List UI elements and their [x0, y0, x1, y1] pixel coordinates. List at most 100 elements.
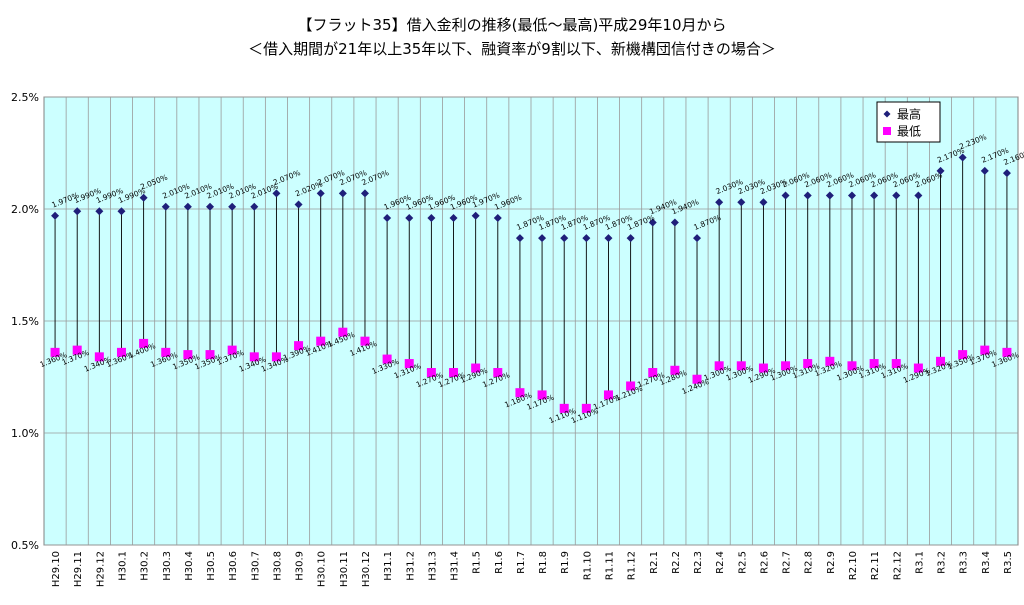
- y-tick-label: 1.5%: [11, 315, 39, 328]
- y-tick-label: 0.5%: [11, 539, 39, 552]
- high-point: [958, 153, 967, 162]
- low-point: [626, 381, 636, 391]
- x-tick-label: H31.2: [405, 551, 416, 581]
- high-point: [250, 202, 259, 211]
- high-point: [914, 191, 923, 200]
- y-tick-label: 2.0%: [11, 203, 39, 216]
- x-tick-label: R2.10: [848, 551, 859, 580]
- x-tick-label: H30.5: [206, 551, 217, 581]
- low-point: [869, 359, 879, 369]
- high-point: [737, 198, 746, 207]
- x-tick-label: R3.3: [959, 551, 970, 574]
- high-point: [383, 213, 392, 222]
- high-point: [449, 213, 458, 222]
- high-point: [294, 200, 303, 209]
- x-tick-label: R1.11: [604, 551, 615, 580]
- low-point: [515, 388, 525, 398]
- high-point: [117, 207, 126, 216]
- low-point: [603, 390, 613, 400]
- low-point: [891, 359, 901, 369]
- low-point: [294, 341, 304, 351]
- y-tick-label: 1.0%: [11, 427, 39, 440]
- low-point: [316, 336, 326, 346]
- low-point: [1002, 347, 1012, 357]
- x-tick-label: H30.11: [339, 551, 350, 587]
- high-point: [95, 207, 104, 216]
- x-tick-label: R2.11: [870, 551, 881, 580]
- low-point: [382, 354, 392, 364]
- x-tick-label: R1.9: [560, 551, 571, 574]
- legend-low-label: 最低: [897, 125, 921, 139]
- high-point: [870, 191, 879, 200]
- x-tick-label: H30.1: [117, 551, 128, 581]
- high-point: [515, 234, 524, 243]
- x-tick-label: H30.3: [162, 551, 173, 581]
- low-point: [161, 347, 171, 357]
- x-tick-label: R2.1: [649, 551, 660, 574]
- high-point: [781, 191, 790, 200]
- high-point: [715, 198, 724, 207]
- high-point: [139, 193, 148, 202]
- x-tick-label: H30.4: [184, 551, 195, 581]
- legend-high-marker: [883, 110, 891, 118]
- high-point: [73, 207, 82, 216]
- low-point: [913, 363, 923, 373]
- x-tick-label: H29.10: [51, 551, 62, 587]
- high-point: [759, 198, 768, 207]
- x-tick-label: R1.6: [494, 551, 505, 574]
- high-point: [648, 218, 657, 227]
- low-point: [736, 361, 746, 371]
- x-tick-label: R2.9: [826, 551, 837, 574]
- low-point: [758, 363, 768, 373]
- low-point: [559, 403, 569, 413]
- x-tick-label: H30.2: [140, 551, 151, 581]
- low-point: [227, 345, 237, 355]
- high-point: [560, 234, 569, 243]
- x-tick-label: R2.3: [693, 551, 704, 574]
- high-point: [582, 234, 591, 243]
- low-point: [537, 390, 547, 400]
- y-tick-label: 2.5%: [11, 91, 39, 104]
- x-tick-label: R2.5: [737, 551, 748, 574]
- high-point: [427, 213, 436, 222]
- low-point: [493, 368, 503, 378]
- x-tick-label: H30.9: [295, 551, 306, 581]
- x-tick-label: H31.1: [383, 551, 394, 581]
- x-tick-label: R2.2: [671, 551, 682, 574]
- high-point: [161, 202, 170, 211]
- high-point: [936, 166, 945, 175]
- low-point: [471, 363, 481, 373]
- low-point: [670, 365, 680, 375]
- high-point: [847, 191, 856, 200]
- x-tick-label: H30.10: [317, 551, 328, 587]
- high-point: [892, 191, 901, 200]
- high-point: [1002, 169, 1011, 178]
- low-point: [50, 347, 60, 357]
- low-point: [271, 352, 281, 362]
- x-tick-label: R1.7: [516, 551, 527, 574]
- low-point: [183, 350, 193, 360]
- low-point: [958, 350, 968, 360]
- x-tick-label: R2.12: [892, 551, 903, 580]
- low-point: [847, 361, 857, 371]
- low-point: [980, 345, 990, 355]
- x-tick-label: R3.5: [1003, 551, 1014, 574]
- low-point: [581, 403, 591, 413]
- low-point: [116, 347, 126, 357]
- x-tick-label: R2.7: [782, 551, 793, 574]
- high-point: [670, 218, 679, 227]
- low-point: [449, 368, 459, 378]
- x-tick-label: H31.4: [450, 551, 461, 581]
- low-point: [249, 352, 259, 362]
- x-tick-label: H29.11: [73, 551, 84, 587]
- low-point: [72, 345, 82, 355]
- x-tick-label: R3.2: [937, 551, 948, 574]
- high-point: [272, 189, 281, 198]
- x-tick-label: H31.3: [427, 551, 438, 581]
- x-tick-label: R2.8: [804, 551, 815, 574]
- low-point: [714, 361, 724, 371]
- legend-high-label: 最高: [897, 107, 921, 122]
- high-point: [493, 213, 502, 222]
